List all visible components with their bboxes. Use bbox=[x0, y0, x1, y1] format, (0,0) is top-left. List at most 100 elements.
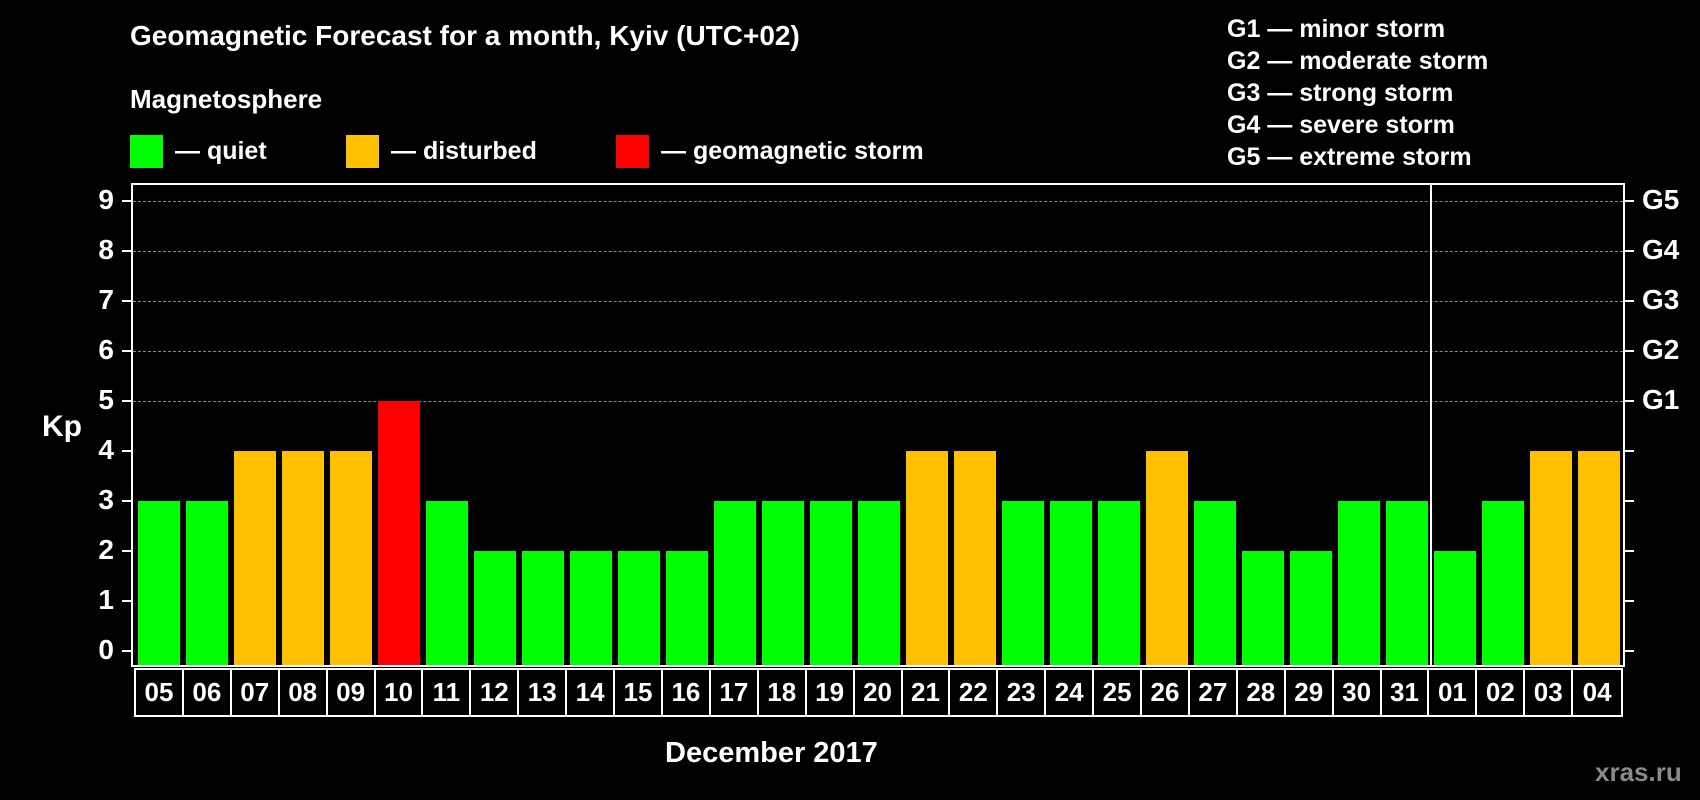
date-label: 16 bbox=[663, 670, 711, 715]
bar-29 bbox=[1290, 551, 1332, 665]
bar-13 bbox=[522, 551, 564, 665]
date-label: 08 bbox=[280, 670, 328, 715]
y-tick bbox=[122, 400, 131, 402]
legend-swatch bbox=[616, 134, 649, 168]
date-label: 11 bbox=[423, 670, 472, 715]
y-tick-label: 4 bbox=[98, 434, 114, 465]
bar-03 bbox=[1530, 451, 1572, 665]
storm-level-label: G5 bbox=[1642, 184, 1680, 215]
y-tick-right bbox=[1625, 200, 1634, 202]
bar-01 bbox=[1434, 551, 1476, 665]
date-label: 26 bbox=[1142, 670, 1190, 715]
storm-scale-item: G3 — strong storm bbox=[1227, 79, 1454, 107]
bar-26 bbox=[1146, 451, 1188, 665]
storm-level-label: G3 bbox=[1642, 284, 1680, 315]
date-label: 15 bbox=[615, 670, 663, 715]
bar-11 bbox=[426, 501, 468, 665]
legend-swatch bbox=[130, 134, 163, 168]
y-tick bbox=[122, 550, 131, 552]
bar-30 bbox=[1338, 501, 1380, 665]
legend-label: — geomagnetic storm bbox=[661, 136, 924, 165]
date-label: 19 bbox=[807, 670, 855, 715]
bar-02 bbox=[1482, 501, 1524, 665]
bar-12 bbox=[474, 551, 516, 665]
gridline bbox=[133, 401, 1623, 402]
date-label: 20 bbox=[855, 670, 903, 715]
y-tick-right bbox=[1625, 550, 1634, 552]
bar-19 bbox=[810, 501, 852, 665]
storm-level-label: G4 bbox=[1642, 234, 1680, 265]
storm-scale-item: G4 — severe storm bbox=[1227, 111, 1455, 139]
y-tick bbox=[122, 650, 131, 652]
y-tick-label: 1 bbox=[98, 584, 114, 615]
bar-21 bbox=[906, 451, 948, 665]
date-label: 30 bbox=[1334, 670, 1382, 715]
y-tick-label: 8 bbox=[98, 234, 114, 265]
date-axis: 05 06 07 08 09 10 11 12 13 14 15 16 17 18 19 20 21 22 23 24… bbox=[134, 668, 1623, 717]
storm-scale-legend: G1 — minor storm G2 — moderate storm G3 — … bbox=[1227, 13, 1488, 173]
date-label: 04 bbox=[1582, 677, 1612, 707]
date-label: 31 bbox=[1382, 670, 1430, 715]
y-tick-right bbox=[1625, 300, 1634, 302]
storm-scale-item: G5 — extreme storm bbox=[1227, 143, 1472, 171]
date-label: 01 bbox=[1429, 670, 1478, 715]
chart-title: Geomagnetic Forecast for a month, Kyiv (… bbox=[130, 20, 800, 51]
y-tick bbox=[122, 200, 131, 202]
gridline bbox=[133, 251, 1623, 252]
legend-label: — disturbed bbox=[391, 136, 537, 165]
y-tick-right bbox=[1625, 500, 1634, 502]
bar-24 bbox=[1050, 501, 1092, 665]
date-label: 02 bbox=[1477, 670, 1526, 715]
date-label: 09 bbox=[328, 670, 376, 715]
date-label: 27 bbox=[1190, 670, 1238, 715]
y-tick bbox=[122, 500, 131, 502]
date-label: 05 bbox=[136, 670, 184, 715]
date-label: 03 bbox=[1525, 670, 1574, 715]
y-tick-right bbox=[1625, 600, 1634, 602]
y-axis-label: Kp bbox=[42, 410, 82, 443]
bar-06 bbox=[186, 501, 228, 665]
y-tick-right bbox=[1625, 450, 1634, 452]
bar-09 bbox=[330, 451, 372, 665]
bar-15 bbox=[618, 551, 660, 665]
watermark: xras.ru bbox=[1595, 757, 1682, 787]
y-tick bbox=[122, 350, 131, 352]
date-label: 06 bbox=[184, 670, 232, 715]
bar-23 bbox=[1002, 501, 1044, 665]
bar-27 bbox=[1194, 501, 1236, 665]
y-tick bbox=[122, 250, 131, 252]
y-tick-label: 2 bbox=[98, 534, 114, 565]
gridline bbox=[133, 301, 1623, 302]
bar-18 bbox=[762, 501, 804, 665]
month-divider bbox=[1430, 185, 1432, 665]
y-tick-label: 0 bbox=[98, 634, 114, 665]
y-tick-right bbox=[1625, 400, 1634, 402]
bar-25 bbox=[1098, 501, 1140, 665]
date-label: 22 bbox=[950, 670, 999, 715]
bar-04 bbox=[1578, 451, 1620, 665]
date-label: 07 bbox=[232, 670, 280, 715]
bar-28 bbox=[1242, 551, 1284, 665]
bar-05 bbox=[138, 501, 180, 665]
y-tick-label: 7 bbox=[98, 284, 114, 315]
bar-17 bbox=[714, 501, 756, 665]
date-label: 14 bbox=[567, 670, 616, 715]
y-tick-label: 5 bbox=[98, 384, 114, 415]
date-label: 21 bbox=[903, 670, 951, 715]
x-axis-label: December 2017 bbox=[665, 737, 878, 769]
date-label: 18 bbox=[759, 670, 807, 715]
y-tick-label: 6 bbox=[98, 334, 114, 365]
date-label: 25 bbox=[1094, 670, 1143, 715]
y-tick bbox=[122, 300, 131, 302]
gridline bbox=[133, 201, 1623, 202]
storm-scale-item: G1 — minor storm bbox=[1227, 15, 1446, 43]
date-label: 23 bbox=[998, 670, 1047, 715]
bar-16 bbox=[666, 551, 708, 665]
y-tick-right bbox=[1625, 250, 1634, 252]
y-tick-label: 9 bbox=[98, 184, 114, 215]
bar-22 bbox=[954, 451, 996, 665]
storm-scale-item: G2 — moderate storm bbox=[1227, 47, 1489, 75]
bar-14 bbox=[570, 551, 612, 665]
legend-item: — geomagnetic storm bbox=[616, 134, 924, 168]
y-tick-right bbox=[1625, 650, 1634, 652]
